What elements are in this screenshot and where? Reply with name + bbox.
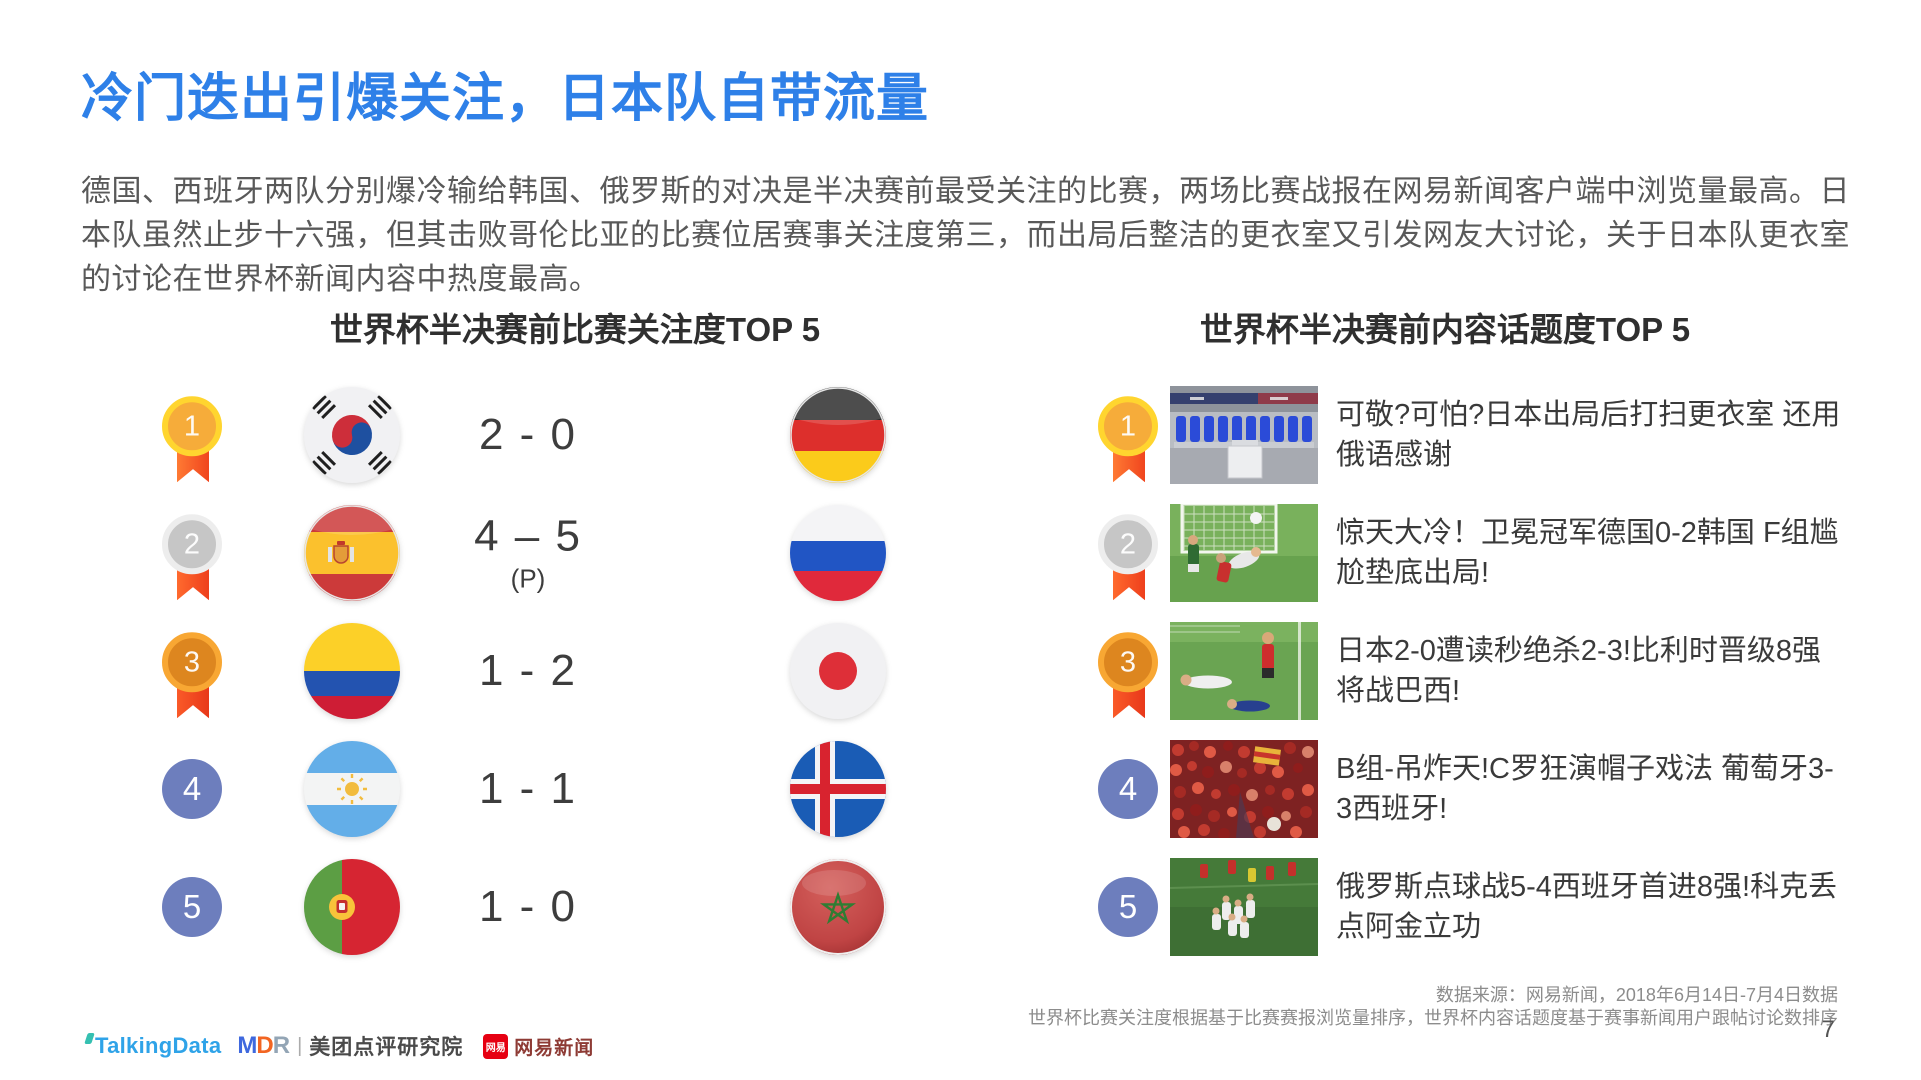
flag-colombia-icon: [304, 623, 400, 719]
match-row-5: 5 1 - 0: [155, 848, 900, 966]
data-source-note: 数据来源：网易新闻，2018年6月14日-7月4日数据 世界杯比赛关注度根据基于…: [1028, 984, 1838, 1030]
rank-number: 5: [182, 888, 202, 925]
rank-number: 1: [1119, 409, 1137, 442]
flag-portugal-icon: [304, 859, 400, 955]
flag-morocco-icon: [790, 859, 886, 955]
gold-medal-icon: 1: [1098, 396, 1160, 484]
rank-number: 1: [183, 409, 201, 442]
match-row-2: 2 4 – 5 (P): [155, 494, 900, 612]
bronze-medal-icon: 3: [162, 632, 224, 720]
news-row-5: 5: [1098, 848, 1843, 966]
body-line: 德国、西班牙两队分别爆冷输给韩国、俄罗斯的对决是半决赛前最受关注的比赛，两场比赛…: [81, 175, 1850, 208]
talkingdata-logo: TalkingData: [84, 1033, 221, 1059]
news-headline: B组-吊炸天!C罗狂演帽子戏法 葡萄牙3-3西班牙!: [1336, 753, 1834, 825]
flag-iceland-icon: [790, 741, 886, 837]
flag-japan-icon: [790, 623, 886, 719]
rank-number: 3: [1119, 645, 1137, 678]
silver-medal-icon: 2: [162, 514, 224, 602]
flag-argentina-icon: [304, 741, 400, 837]
meituan-research-label: 美团点评研究院: [309, 1036, 464, 1059]
bronze-medal-icon: 3: [1098, 632, 1160, 720]
match-row-3: 3 1 - 2: [155, 612, 900, 730]
flag-russia-icon: [790, 505, 886, 601]
match-score: 4 – 5: [474, 511, 582, 561]
thumb-russia-spain-celebration: [1170, 858, 1318, 956]
match-row-4: 4 1 - 1: [155, 730, 900, 848]
flag-spain-icon: [304, 505, 400, 601]
penalty-note: (P): [510, 563, 546, 594]
talkingdata-tick-icon: [84, 1033, 95, 1044]
thumb-germany-korea-goal: [1170, 504, 1318, 602]
rank-number: 5: [1118, 888, 1138, 925]
news-row-1: 1: [1098, 376, 1843, 494]
match-score: 2 - 0: [478, 410, 578, 459]
rank-badge: 4: [162, 759, 222, 819]
thumb-spain-fans-crowd: [1170, 740, 1318, 838]
rank-badge: 5: [162, 877, 222, 937]
news-headline: 惊天大冷！卫冕冠军德国0-2韩国 F组尴尬垫底出局!: [1336, 517, 1839, 589]
match-row-1: 1 2 -: [155, 376, 900, 494]
thumb-japan-locker-room: [1170, 386, 1318, 484]
news-headline: 可敬?可怕?日本出局后打扫更衣室 还用俄语感谢: [1336, 399, 1841, 471]
news-headline: 俄罗斯点球战5-4西班牙首进8强!科克丢点阿金立功: [1336, 871, 1838, 943]
left-panel-title: 世界杯半决赛前比赛关注度TOP 5: [329, 311, 821, 348]
rank-number: 3: [183, 645, 201, 678]
page-number: 7: [1821, 1016, 1835, 1043]
rank-badge: 4: [1098, 759, 1158, 819]
rank-badge: 5: [1098, 877, 1158, 937]
thumb-japan-belgium-pitch: [1170, 622, 1318, 720]
rank-number: 2: [1119, 527, 1137, 560]
match-score: 1 - 0: [478, 882, 578, 931]
match-score: 1 - 2: [478, 646, 578, 695]
rank-number: 4: [1118, 770, 1138, 807]
gold-medal-icon: 1: [162, 396, 224, 484]
netease-news-logo: 网易 网易新闻: [483, 1033, 594, 1060]
source-line-2: 世界杯比赛关注度根据基于比赛赛报浏览量排序，世界杯内容话题度基于赛事新闻用户跟帖…: [1028, 1008, 1838, 1028]
rank-number: 2: [183, 527, 201, 560]
flag-south-korea-icon: [304, 387, 400, 483]
silver-medal-icon: 2: [1098, 514, 1160, 602]
right-panel-title: 世界杯半决赛前内容话题度TOP 5: [1199, 311, 1691, 348]
news-headline: 日本2-0遭读秒绝杀2-3!比利时晋级8强将战巴西!: [1336, 635, 1822, 707]
page-title: 冷门迭出引爆关注，日本队自带流量: [81, 70, 930, 128]
body-line: 的讨论在世界杯新闻内容中热度最高。: [81, 263, 600, 296]
news-row-2: 2 惊天大冷！卫冕冠军德国0-2韩国 F组尴尬垫: [1098, 494, 1843, 612]
logo-divider: |: [297, 1034, 303, 1057]
body-paragraph: 德国、西班牙两队分别爆冷输给韩国、俄罗斯的对决是半决赛前最受关注的比赛，两场比赛…: [81, 170, 1856, 302]
match-score: 1 - 1: [478, 764, 578, 813]
flag-germany-icon: [790, 387, 886, 483]
netease-news-icon: 网易: [483, 1033, 509, 1059]
news-row-4: 4 B组-吊炸天!C罗狂演帽子戏法 葡萄牙3-3西班牙!: [1098, 730, 1843, 848]
rank-number: 4: [182, 770, 202, 807]
news-row-3: 3 日本2-0遭读秒绝杀2-3!比利时晋级8强将战巴西!: [1098, 612, 1843, 730]
source-line-1: 数据来源：网易新闻，2018年6月14日-7月4日数据: [1435, 985, 1838, 1005]
body-line: 本队虽然止步十六强，但其击败哥伦比亚的比赛位居赛事关注度第三，而出局后整洁的更衣…: [81, 219, 1850, 252]
